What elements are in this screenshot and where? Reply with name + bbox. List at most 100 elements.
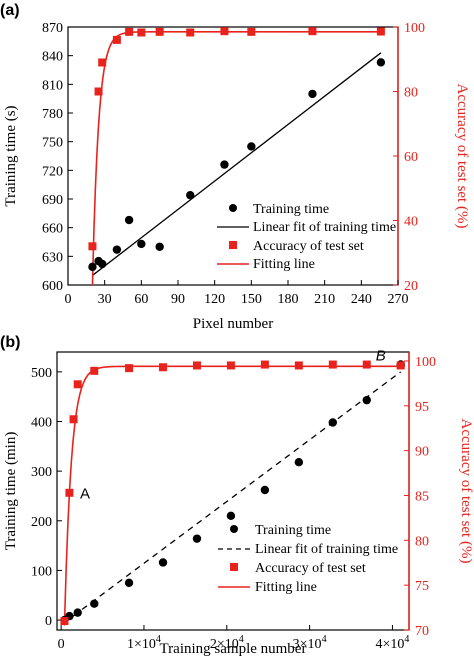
legend-a: Training time Linear fit of training tim… xyxy=(217,202,396,272)
training-time-point-b xyxy=(90,599,99,608)
y-tick-label-a: 690 xyxy=(42,193,63,208)
accuracy-point-b xyxy=(192,361,201,370)
x-tick-label-b: 0 xyxy=(58,637,65,652)
y-tick-label-b: 0 xyxy=(45,614,52,629)
training-time-point-a xyxy=(308,89,317,99)
x-tick-label-a: 150 xyxy=(241,292,262,307)
training-time-point-a xyxy=(124,215,134,225)
x-tick-label-a: 270 xyxy=(388,292,409,307)
y-tick-label-a: 720 xyxy=(42,164,63,179)
y2-tick-label-b: 70 xyxy=(415,624,429,639)
accuracy-point-a xyxy=(88,242,97,251)
y2-axis-label-a: Accuracy of test set (%) xyxy=(454,84,470,229)
legend-a-training-time: Training time xyxy=(253,202,329,217)
x-tick-label-a: 120 xyxy=(204,292,225,307)
training-time-point-b xyxy=(73,608,82,617)
legend-b: Training time Linear fit of training tim… xyxy=(218,523,398,595)
y-tick-label-b: 300 xyxy=(31,465,52,480)
training-time-point-a xyxy=(137,239,146,249)
accuracy-point-a xyxy=(98,58,107,67)
y-axis-label-b: Training time (min) xyxy=(3,432,19,551)
y2-tick-label-b: 80 xyxy=(415,534,429,549)
y2-axis-label-b: Accuracy of test set (%) xyxy=(458,419,474,564)
accuracy-point-b xyxy=(90,366,99,375)
accuracy-point-a xyxy=(137,28,146,37)
accuracy-point-a xyxy=(376,27,385,36)
linear-fit-line-b xyxy=(64,371,402,624)
accuracy-point-b xyxy=(260,360,269,369)
accuracy-point-b xyxy=(65,488,74,497)
training-time-point-b xyxy=(260,485,270,495)
panel-b-label: (b) xyxy=(0,334,20,351)
y2-tick-label-a: 20 xyxy=(404,279,418,294)
x-tick-label-b: 4×104 xyxy=(375,634,409,652)
x-tick-label-a: 0 xyxy=(65,292,72,307)
legend-a-fitting: Fitting line xyxy=(253,257,315,272)
y2-tick-label-a: 80 xyxy=(404,86,418,101)
training-time-point-a xyxy=(376,58,386,67)
accuracy-point-b xyxy=(60,617,69,626)
x-tick-label-a: 90 xyxy=(171,292,185,307)
y2-tick-label-b: 85 xyxy=(415,489,429,504)
x-tick-label-a: 180 xyxy=(278,292,299,307)
y-tick-label-a: 660 xyxy=(42,222,63,237)
y2-tick-label-b: 75 xyxy=(415,579,429,594)
training-time-point-b xyxy=(226,511,236,521)
y2-tick-label-a: 40 xyxy=(404,215,418,230)
panel-b: (b) 0 1×104 2×104 3×104 4×104 0 100 200 300 400 50… xyxy=(0,334,474,656)
legend-b-accuracy-marker xyxy=(230,563,238,571)
accuracy-point-b xyxy=(159,363,168,372)
x-axis-label-a: Pixel number xyxy=(193,316,273,332)
legend-b-training-time: Training time xyxy=(255,523,331,538)
legend-a-linear-fit: Linear fit of training time xyxy=(253,220,396,235)
linear-fit-line-a xyxy=(92,52,382,276)
accuracy-point-a xyxy=(186,28,195,37)
panel-a: (a) 0 30 60 90 120 150 180 210 240 270 600 630 660 69… xyxy=(0,2,470,332)
accuracy-point-b xyxy=(294,361,303,370)
legend-a-accuracy-marker xyxy=(229,241,237,249)
legend-b-linear-fit: Linear fit of training time xyxy=(255,542,398,557)
y2-tick-label-b: 100 xyxy=(415,355,436,370)
training-time-point-b xyxy=(124,578,134,588)
y2-tick-label-b: 95 xyxy=(415,400,429,415)
accuracy-point-a xyxy=(94,87,103,96)
training-time-point-b xyxy=(362,395,371,405)
accuracy-point-b xyxy=(226,361,235,370)
y-axis-label-a: Training time (s) xyxy=(3,105,19,206)
training-time-point-b xyxy=(192,534,202,543)
training-time-point-a xyxy=(112,245,122,254)
accuracy-point-a xyxy=(155,27,164,36)
accuracy-point-b xyxy=(69,415,78,424)
legend-b-fitting: Fitting line xyxy=(255,580,317,595)
accuracy-point-a xyxy=(112,35,121,44)
y-tick-label-a: 750 xyxy=(42,136,63,151)
x-tick-label-b: 2×104 xyxy=(210,634,244,652)
training-time-point-a xyxy=(247,142,256,151)
y2-tick-label-a: 100 xyxy=(404,21,425,36)
training-time-point-b xyxy=(158,558,168,567)
accuracy-point-b xyxy=(73,380,82,389)
y-tick-label-a: 600 xyxy=(42,279,63,294)
y-tick-label-a: 810 xyxy=(42,78,63,93)
accuracy-point-a xyxy=(308,27,317,36)
accuracy-point-a xyxy=(220,27,229,36)
legend-b-accuracy: Accuracy of test set xyxy=(255,561,366,576)
training-time-point-a xyxy=(186,190,195,200)
x-tick-label-a: 30 xyxy=(98,292,112,307)
y-tick-label-b: 200 xyxy=(31,515,52,530)
x-tick-label-b: 3×104 xyxy=(293,634,327,652)
x-tick-label-a: 240 xyxy=(351,292,372,307)
y-tick-label-a: 630 xyxy=(42,250,63,265)
legend-a-training-time-marker xyxy=(229,204,237,212)
training-time-point-b xyxy=(294,458,304,467)
x-tick-label-a: 60 xyxy=(134,292,148,307)
training-time-point-a xyxy=(98,259,107,269)
x-tick-label-b: 1×104 xyxy=(127,634,161,652)
legend-a-accuracy: Accuracy of test set xyxy=(253,239,364,254)
y2-tick-label-b: 90 xyxy=(415,445,429,460)
accuracy-point-b xyxy=(328,360,337,369)
x-axis-label-b: Training sample number xyxy=(160,641,307,656)
training-time-point-b xyxy=(328,418,338,427)
x-tick-label-a: 210 xyxy=(314,292,335,307)
